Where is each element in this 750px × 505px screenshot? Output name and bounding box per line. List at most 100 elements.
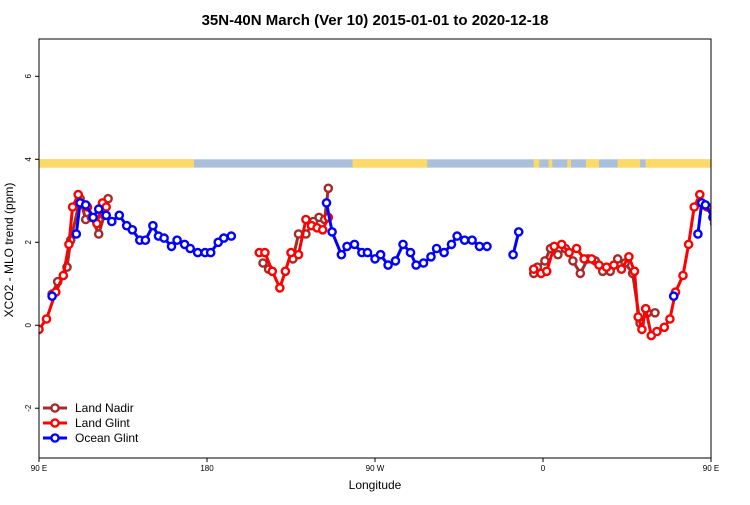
data-point <box>261 249 268 256</box>
data-point <box>90 214 97 221</box>
data-point <box>635 313 642 320</box>
data-point <box>638 326 645 333</box>
data-point <box>530 266 537 273</box>
data-point <box>509 251 516 258</box>
plot-frame <box>39 39 711 458</box>
data-point <box>338 251 345 258</box>
data-point <box>709 214 716 221</box>
data-point <box>385 262 392 269</box>
data-point <box>661 324 668 331</box>
data-point <box>724 203 731 210</box>
data-point <box>745 216 750 223</box>
data-point <box>343 243 350 250</box>
data-point <box>726 264 733 271</box>
data-point <box>603 264 610 271</box>
data-point <box>702 201 709 208</box>
data-point <box>719 199 726 206</box>
data-point <box>129 226 136 233</box>
data-point <box>721 278 728 285</box>
data-point <box>325 185 332 192</box>
data-point <box>730 218 737 225</box>
data-point <box>282 268 289 275</box>
data-point <box>595 262 602 269</box>
data-point <box>441 249 448 256</box>
data-point <box>319 226 326 233</box>
data-point <box>631 268 638 275</box>
data-point <box>142 237 149 244</box>
data-point <box>75 191 82 198</box>
data-point <box>413 262 420 269</box>
data-point <box>732 237 739 244</box>
data-point <box>399 241 406 248</box>
chart-title: 35N-40N March (Ver 10) 2015-01-01 to 202… <box>202 12 549 29</box>
data-point <box>329 228 336 235</box>
data-point <box>108 218 115 225</box>
data-point <box>737 212 744 219</box>
data-point <box>679 272 686 279</box>
data-point <box>670 293 677 300</box>
data-point <box>174 237 181 244</box>
data-point <box>543 268 550 275</box>
data-point <box>741 195 748 202</box>
legend-marker <box>51 404 58 411</box>
legend-item: Land Glint <box>43 416 130 430</box>
data-point <box>448 241 455 248</box>
data-point <box>454 233 461 240</box>
series-ocean-glint <box>49 199 750 300</box>
data-point <box>581 255 588 262</box>
data-point <box>116 212 123 219</box>
data-point <box>73 230 80 237</box>
x-tick-label: 180 <box>200 464 214 473</box>
series-layer <box>35 185 750 340</box>
data-point <box>276 284 283 291</box>
data-point <box>554 251 561 258</box>
data-point <box>69 203 76 210</box>
data-point <box>588 255 595 262</box>
legend-marker <box>51 419 58 426</box>
data-point <box>483 243 490 250</box>
y-axis-label: XCO2 - MLO trend (ppm) <box>2 183 16 318</box>
data-point <box>269 268 276 275</box>
land-band <box>534 159 540 167</box>
data-point <box>427 253 434 260</box>
data-point <box>207 249 214 256</box>
land-band <box>549 159 553 167</box>
data-point <box>95 230 102 237</box>
land-band <box>618 159 640 167</box>
data-point <box>685 241 692 248</box>
land-band <box>586 159 599 167</box>
legend-label: Land Glint <box>75 416 130 430</box>
data-point <box>745 222 750 229</box>
data-point <box>515 228 522 235</box>
data-point <box>287 249 294 256</box>
data-point <box>651 309 658 316</box>
data-point <box>610 262 617 269</box>
land-band <box>646 159 711 167</box>
data-point <box>696 191 703 198</box>
land-band <box>39 159 194 167</box>
data-point <box>323 199 330 206</box>
x-axis-label: Longitude <box>349 478 402 492</box>
data-point <box>694 230 701 237</box>
x-tick-label: 90 W <box>366 464 385 473</box>
land-band <box>353 159 428 167</box>
series-line <box>724 199 750 282</box>
y-tick-label: 2 <box>24 240 33 245</box>
data-point <box>461 237 468 244</box>
x-tick-label: 90 E <box>31 464 47 473</box>
data-point <box>541 257 548 264</box>
data-point <box>666 315 673 322</box>
data-point <box>228 233 235 240</box>
legend-label: Ocean Glint <box>75 431 139 445</box>
data-point <box>65 241 72 248</box>
data-point <box>433 245 440 252</box>
data-point <box>364 249 371 256</box>
data-point <box>187 245 194 252</box>
series-line <box>327 203 488 265</box>
data-point <box>392 257 399 264</box>
data-point <box>377 251 384 258</box>
data-point <box>724 212 731 219</box>
data-point <box>194 249 201 256</box>
